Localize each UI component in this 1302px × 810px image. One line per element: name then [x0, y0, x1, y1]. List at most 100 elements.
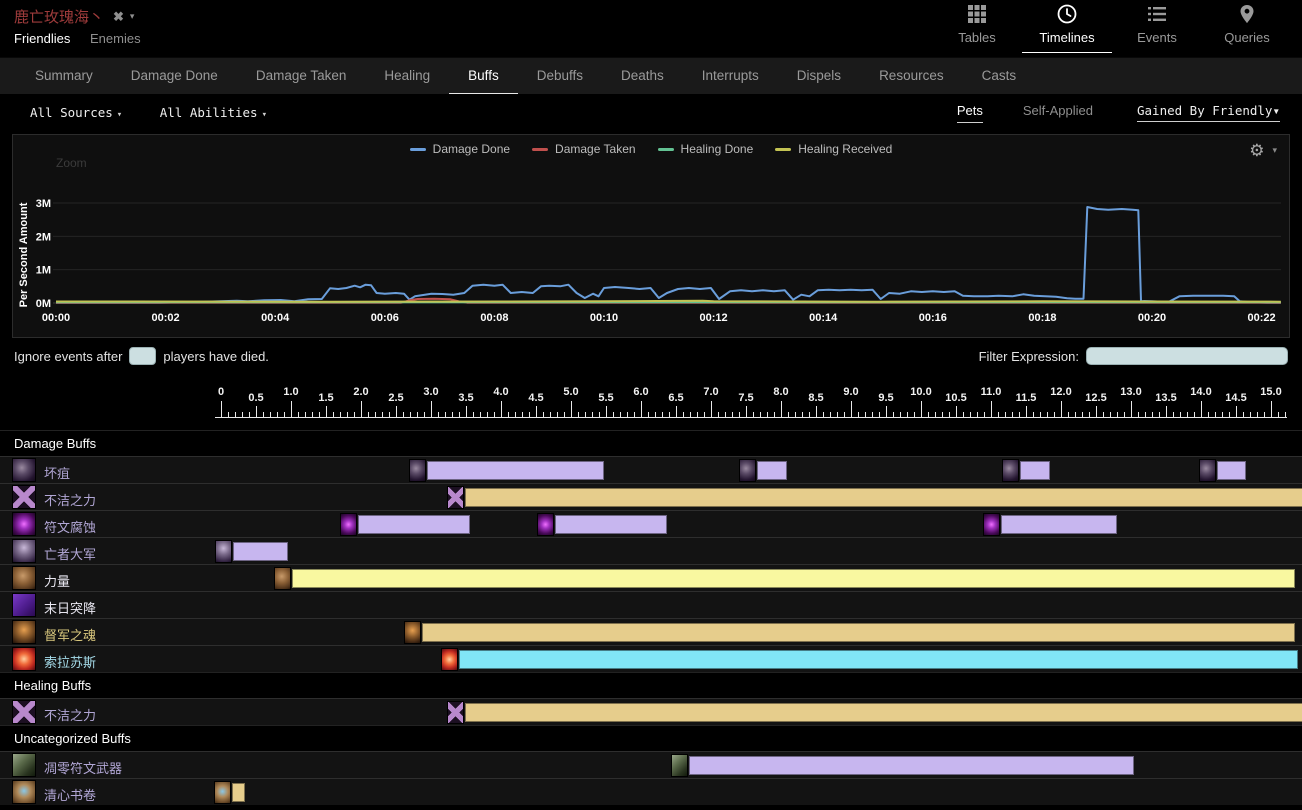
all-abilities-dropdown[interactable]: All Abilities ▾ [160, 105, 267, 120]
ruler-tick [949, 412, 950, 417]
buff-uptime-bar[interactable] [459, 650, 1298, 669]
ruler-tick [676, 406, 677, 417]
ghoul-strike-icon[interactable] [1199, 459, 1217, 482]
army-dead-icon[interactable] [12, 539, 36, 563]
filter-expression-input[interactable] [1086, 347, 1288, 365]
ruler-tick [627, 412, 628, 417]
scroll-icon[interactable] [12, 780, 36, 804]
solarus-icon[interactable] [441, 648, 458, 671]
strength-icon[interactable] [12, 566, 36, 590]
legend-damage-done[interactable]: Damage Done [409, 142, 510, 156]
per-second-chart[interactable]: 0M 1M 2M 3M Zoom Per Second Amount 00:00 00:02 0… [13, 135, 1289, 337]
tab-buffs[interactable]: Buffs [449, 58, 518, 94]
tab-resources[interactable]: Resources [879, 68, 944, 83]
tab-summary[interactable]: Summary [35, 68, 93, 83]
buff-uptime-bar[interactable] [357, 515, 471, 534]
runic-corruption-icon[interactable] [339, 513, 357, 536]
gear-icon[interactable]: ⚙ [1249, 141, 1265, 160]
ruler-tick [326, 406, 327, 417]
buff-name[interactable]: 索拉苏斯 [44, 655, 97, 670]
ghoul-strike-icon[interactable] [12, 458, 36, 482]
report-title[interactable]: 鹿亡玫瑰海丶 [14, 9, 105, 26]
buff-name[interactable]: 末日突降 [44, 601, 97, 616]
buff-name[interactable]: 清心书卷 [44, 788, 97, 803]
strength-icon[interactable] [273, 567, 291, 590]
buff-uptime-bar[interactable] [1000, 515, 1117, 534]
buff-name[interactable]: 亡者大军 [44, 547, 97, 562]
tab-deaths[interactable]: Deaths [620, 68, 664, 83]
doom-icon[interactable] [12, 593, 36, 617]
tab-interrupts[interactable]: Interrupts [701, 68, 759, 83]
unholy-strength-icon[interactable] [446, 701, 464, 724]
unholy-strength-icon[interactable] [12, 700, 36, 724]
close-icon[interactable]: ✖ [113, 8, 124, 24]
army-dead-icon[interactable] [214, 540, 232, 563]
view-tables[interactable]: Tables [932, 4, 1022, 53]
tab-debuffs[interactable]: Debuffs [536, 68, 583, 83]
buff-uptime-bar[interactable] [232, 783, 245, 802]
tab-damage-taken[interactable]: Damage Taken [255, 68, 347, 83]
buff-row: 符文腐蚀 [0, 510, 1302, 537]
buff-name[interactable]: 坏疽 [44, 466, 71, 481]
buff-name[interactable]: 不洁之力 [44, 493, 97, 508]
buff-uptime-bar[interactable] [232, 542, 289, 561]
warlord-soul-icon[interactable] [12, 620, 36, 644]
ghoul-strike-icon[interactable] [1001, 459, 1019, 482]
gained-by-dropdown[interactable]: Gained By Friendly▾ [1137, 103, 1280, 122]
view-events[interactable]: Events [1112, 4, 1202, 53]
runic-corruption-icon[interactable] [12, 512, 36, 536]
tab-healing[interactable]: Healing [384, 68, 431, 83]
ghoul-strike-icon[interactable] [408, 459, 426, 482]
all-sources-dropdown[interactable]: All Sources ▾ [30, 105, 122, 120]
chevron-down-icon[interactable]: ▾ [1272, 145, 1277, 155]
legend-healing-received[interactable]: Healing Received [775, 142, 892, 156]
timeline-ruler[interactable]: 0 0.5 1.0 1.5 2.0 2.5 3.0 3.5 4.0 4.5 5.0 5.5 6.0 6.5… [0, 378, 1302, 426]
view-queries[interactable]: Queries [1202, 4, 1292, 53]
chevron-down-icon[interactable]: ▾ [129, 11, 135, 21]
rune-weapon-icon[interactable] [671, 754, 689, 777]
buff-uptime-bar[interactable] [1019, 461, 1050, 480]
runic-corruption-icon[interactable] [982, 513, 1000, 536]
queries-icon [1240, 5, 1254, 23]
buff-uptime-bar[interactable] [291, 569, 1296, 588]
scroll-icon[interactable] [214, 781, 232, 804]
chart-settings[interactable]: ⚙ ▾ [1249, 141, 1277, 161]
faction-enemies[interactable]: Enemies [89, 31, 141, 46]
runic-corruption-icon[interactable] [536, 513, 554, 536]
unholy-strength-icon[interactable] [12, 485, 36, 509]
ghoul-strike-icon[interactable] [738, 459, 756, 482]
solarus-icon[interactable] [12, 647, 36, 671]
warlord-soul-icon[interactable] [403, 621, 421, 644]
svg-text:Zoom: Zoom [56, 156, 87, 170]
buff-uptime-bar[interactable] [689, 756, 1134, 775]
buff-uptime-bar[interactable] [421, 623, 1296, 642]
legend-damage-taken[interactable]: Damage Taken [532, 142, 636, 156]
tab-casts[interactable]: Casts [981, 68, 1017, 83]
self-applied-toggle[interactable]: Self-Applied [1022, 103, 1093, 118]
ruler-tick [809, 412, 810, 417]
tab-dispels[interactable]: Dispels [796, 68, 842, 83]
pets-toggle[interactable]: Pets [956, 103, 983, 123]
buff-uptime-bar[interactable] [756, 461, 788, 480]
ruler-label: 2.5 [388, 392, 404, 404]
buff-name[interactable]: 力量 [44, 574, 71, 589]
tab-damage-done[interactable]: Damage Done [130, 68, 218, 83]
buff-name[interactable]: 督军之魂 [44, 628, 97, 643]
rune-weapon-icon[interactable] [12, 753, 36, 777]
buff-uptime-bar[interactable] [1217, 461, 1246, 480]
buff-name[interactable]: 凋零符文武器 [44, 761, 123, 776]
ruler-tick [634, 412, 635, 417]
buff-uptime-bar[interactable] [464, 488, 1302, 507]
view-timelines[interactable]: Timelines [1022, 4, 1112, 53]
unholy-strength-icon[interactable] [446, 486, 464, 509]
svg-text:Per Second Amount: Per Second Amount [18, 202, 30, 307]
buff-name[interactable]: 不洁之力 [44, 708, 97, 723]
buff-uptime-bar[interactable] [426, 461, 604, 480]
legend-healing-done[interactable]: Healing Done [657, 142, 753, 156]
buff-uptime-bar[interactable] [464, 703, 1302, 722]
svg-text:2M: 2M [36, 231, 51, 243]
buff-name[interactable]: 符文腐蚀 [44, 520, 97, 535]
death-count-input[interactable] [129, 347, 157, 365]
buff-uptime-bar[interactable] [554, 515, 667, 534]
faction-friendlies[interactable]: Friendlies [14, 31, 71, 46]
